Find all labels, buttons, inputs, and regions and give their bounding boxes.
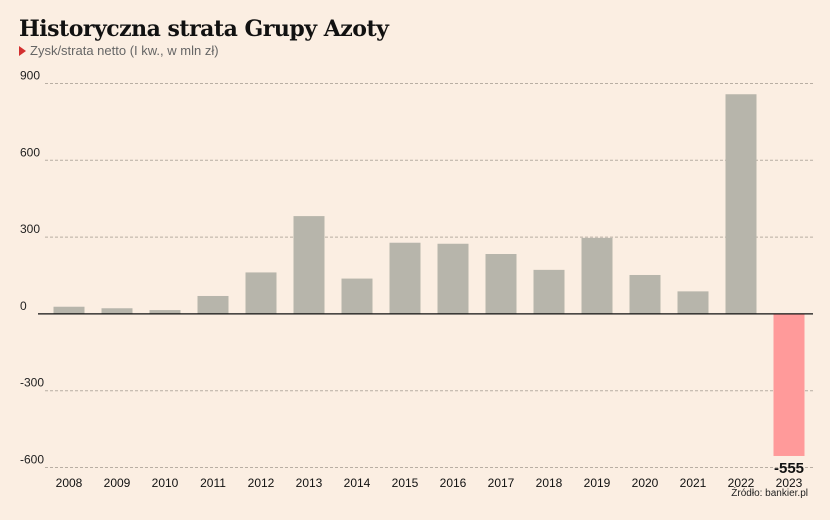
x-tick-label: 2016 bbox=[440, 476, 467, 490]
bars bbox=[53, 94, 805, 456]
bar bbox=[389, 242, 421, 314]
bar bbox=[293, 216, 325, 314]
x-tick-label: 2009 bbox=[104, 476, 131, 490]
gridlines bbox=[45, 83, 813, 468]
bar bbox=[245, 272, 277, 314]
bar bbox=[149, 310, 181, 314]
bar bbox=[197, 295, 229, 314]
x-tick-label: 2015 bbox=[392, 476, 419, 490]
bar bbox=[437, 243, 469, 314]
bar bbox=[533, 269, 565, 314]
subtitle-text: Zysk/strata netto (I kw., w mln zł) bbox=[30, 43, 219, 58]
y-tick-label: -600 bbox=[20, 453, 44, 467]
x-tick-label: 2020 bbox=[632, 476, 659, 490]
y-tick-label: 600 bbox=[20, 145, 40, 159]
x-tick-label: 2017 bbox=[488, 476, 515, 490]
x-tick-label: 2023 bbox=[776, 476, 803, 490]
y-tick-label: 900 bbox=[20, 69, 40, 83]
x-tick-label: 2018 bbox=[536, 476, 563, 490]
bar bbox=[53, 306, 85, 314]
bar bbox=[341, 278, 373, 314]
source-note: Źródło: bankier.pl bbox=[731, 488, 808, 499]
x-tick-labels: 2008 2009 2010 2011 2012 2013 2014 2015 2016 2017… bbox=[56, 476, 803, 490]
bar bbox=[629, 274, 661, 314]
x-tick-label: 2012 bbox=[248, 476, 275, 490]
bar bbox=[485, 253, 517, 314]
x-tick-label: 2022 bbox=[728, 476, 755, 490]
x-tick-label: 2014 bbox=[344, 476, 371, 490]
chart-subtitle: Zysk/strata netto (I kw., w mln zł) bbox=[19, 43, 219, 58]
bar bbox=[677, 291, 709, 314]
x-tick-label: 2021 bbox=[680, 476, 707, 490]
bar bbox=[101, 308, 133, 314]
y-tick-label: -300 bbox=[20, 376, 44, 390]
data-label: -555 bbox=[774, 460, 804, 477]
y-tick-labels: 900 600 300 0 -300 -600 bbox=[20, 69, 44, 467]
bar bbox=[581, 237, 613, 314]
chart-title: Historyczna strata Grupy Azoty bbox=[19, 16, 389, 42]
x-tick-label: 2013 bbox=[296, 476, 323, 490]
red-triangle-icon bbox=[19, 46, 26, 56]
x-tick-label: 2010 bbox=[152, 476, 179, 490]
y-tick-label: 0 bbox=[20, 299, 27, 313]
y-tick-label: 300 bbox=[20, 222, 40, 236]
x-tick-label: 2008 bbox=[56, 476, 83, 490]
data-labels: -555 bbox=[774, 460, 804, 477]
bar bbox=[773, 313, 805, 456]
x-tick-label: 2011 bbox=[200, 476, 226, 490]
bar bbox=[725, 94, 757, 314]
x-tick-label: 2019 bbox=[584, 476, 611, 490]
